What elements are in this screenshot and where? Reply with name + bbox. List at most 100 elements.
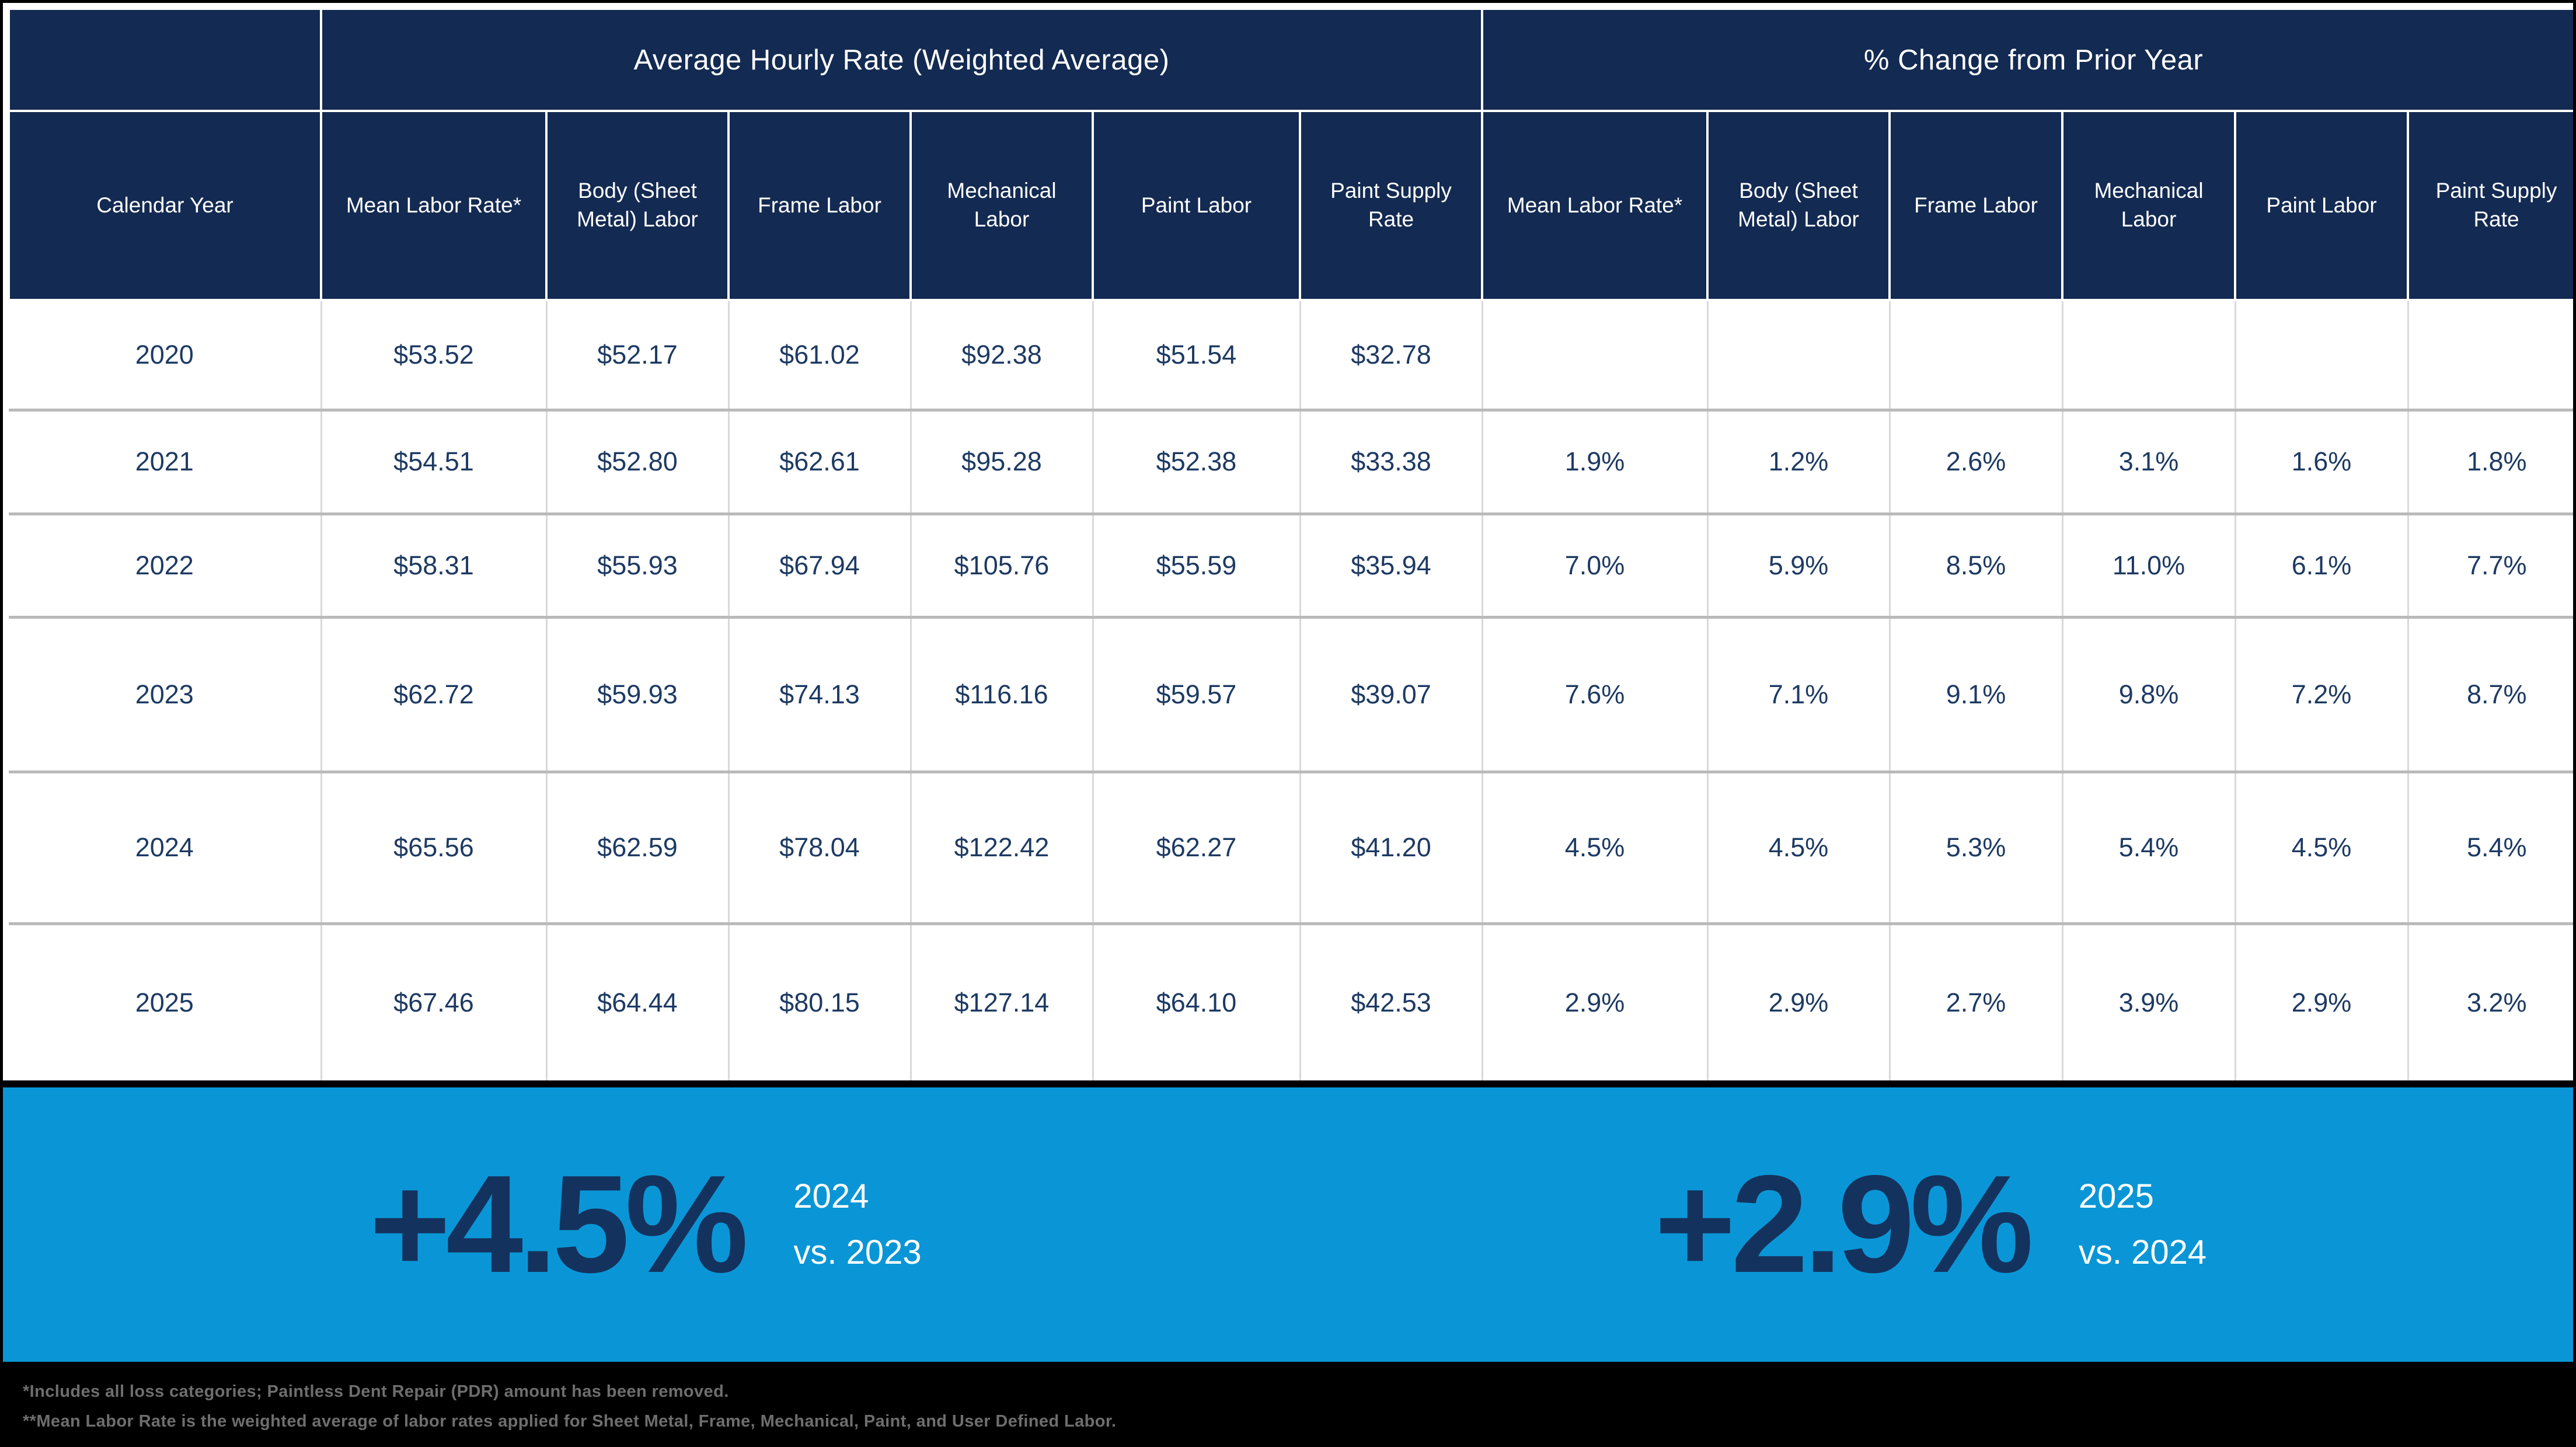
footnote-1: *Includes all loss categories; Paintless… bbox=[23, 1382, 729, 1401]
column-header: Mechanical Labor bbox=[909, 110, 1094, 301]
rate-cell: $52.80 bbox=[546, 410, 730, 515]
rate-cell: $52.38 bbox=[1093, 410, 1301, 515]
rate-cell: $55.93 bbox=[546, 514, 730, 619]
year-cell: 2022 bbox=[9, 514, 322, 619]
year-cell: 2023 bbox=[9, 617, 322, 773]
rate-cell: $59.93 bbox=[546, 617, 730, 773]
change-cell: 7.7% bbox=[2408, 514, 2573, 619]
column-header: Frame Labor bbox=[1888, 110, 2064, 301]
table-row: 2025 $67.46 $64.44 $80.15 $127.14 $64.10 $42.5… bbox=[9, 923, 2573, 1080]
change-cell: 7.1% bbox=[1707, 617, 1891, 773]
rate-cell: $62.27 bbox=[1093, 772, 1301, 925]
table-row: 2024 $65.56 $62.59 $78.04 $122.42 $62.27 $41.2… bbox=[9, 772, 2573, 925]
change-cell: 1.8% bbox=[2408, 410, 2573, 515]
rate-cell: $67.46 bbox=[321, 923, 548, 1080]
rate-cell: $62.61 bbox=[728, 410, 912, 515]
column-header: Paint Supply Rate bbox=[2407, 110, 2573, 301]
highlight-value: +2.9% bbox=[1654, 1147, 2033, 1302]
change-cell: 7.0% bbox=[1482, 514, 1709, 619]
table-area: Average Hourly Rate (Weighted Average)% … bbox=[3, 3, 2573, 1080]
footnote-2: **Mean Labor Rate is the weighted averag… bbox=[23, 1411, 1117, 1431]
highlight-band: +4.5% 2024 vs. 2023 +2.9% 2025 vs. 2024 bbox=[3, 1087, 2573, 1362]
rate-cell: $55.59 bbox=[1093, 514, 1301, 619]
change-cell: 7.2% bbox=[2235, 617, 2409, 773]
change-cell: 3.1% bbox=[2062, 410, 2236, 515]
change-cell: 5.3% bbox=[1890, 772, 2063, 925]
change-cell bbox=[1707, 300, 1891, 412]
rate-cell: $52.17 bbox=[546, 300, 730, 412]
group-header: Average Hourly Rate (Weighted Average) bbox=[319, 8, 1484, 112]
rate-cell: $41.20 bbox=[1300, 772, 1483, 925]
rate-cell: $39.07 bbox=[1300, 617, 1483, 773]
rate-cell: $78.04 bbox=[728, 772, 912, 925]
rate-cell: $61.02 bbox=[728, 300, 912, 412]
column-header: Body (Sheet Metal) Labor bbox=[1706, 110, 1891, 301]
column-header: Mean Labor Rate* bbox=[320, 110, 548, 301]
rate-cell: $122.42 bbox=[911, 772, 1094, 925]
table-row: 2023 $62.72 $59.93 $74.13 $116.16 $59.57 $39.0… bbox=[9, 617, 2573, 773]
highlight-vs: vs. 2023 bbox=[793, 1233, 922, 1271]
year-cell: 2020 bbox=[9, 300, 322, 412]
rate-cell: $64.44 bbox=[546, 923, 730, 1080]
change-cell: 5.4% bbox=[2408, 772, 2573, 925]
highlight-value: +4.5% bbox=[369, 1147, 748, 1302]
table-row: 2022 $58.31 $55.93 $67.94 $105.76 $55.59 $35.9… bbox=[9, 514, 2573, 619]
change-cell: 9.1% bbox=[1890, 617, 2063, 773]
rate-cell: $42.53 bbox=[1300, 923, 1483, 1080]
column-header: Frame Labor bbox=[727, 110, 912, 301]
column-header: Mean Labor Rate* bbox=[1481, 110, 1709, 301]
rate-cell: $80.15 bbox=[728, 923, 912, 1080]
corner-cell bbox=[8, 8, 322, 112]
rate-cell: $51.54 bbox=[1093, 300, 1301, 412]
change-cell bbox=[1482, 300, 1709, 412]
year-cell: 2025 bbox=[9, 923, 322, 1080]
table-row: 2020 $53.52 $52.17 $61.02 $92.38 $51.54 $32.78 bbox=[9, 300, 2573, 412]
highlight-2024-vs-2023: +4.5% 2024 vs. 2023 bbox=[3, 1087, 1288, 1362]
highlight-label: 2024 vs. 2023 bbox=[793, 1169, 921, 1280]
rate-cell: $53.52 bbox=[321, 300, 548, 412]
rate-cell: $65.56 bbox=[321, 772, 548, 925]
change-cell: 5.9% bbox=[1707, 514, 1891, 619]
footnotes: *Includes all loss categories; Paintless… bbox=[3, 1362, 2573, 1444]
rate-cell: $105.76 bbox=[911, 514, 1094, 619]
change-cell: 2.6% bbox=[1890, 410, 2063, 515]
change-cell: 11.0% bbox=[2062, 514, 2236, 619]
change-cell: 9.8% bbox=[2062, 617, 2236, 773]
rate-cell: $32.78 bbox=[1300, 300, 1483, 412]
rate-cell: $59.57 bbox=[1093, 617, 1301, 773]
rate-cell: $33.38 bbox=[1300, 410, 1483, 515]
change-cell: 5.4% bbox=[2062, 772, 2236, 925]
change-cell: 3.9% bbox=[2062, 923, 2236, 1080]
change-cell: 4.5% bbox=[1707, 772, 1891, 925]
highlight-label: 2025 vs. 2024 bbox=[2079, 1169, 2206, 1280]
change-cell: 4.5% bbox=[2235, 772, 2409, 925]
change-cell bbox=[2062, 300, 2236, 412]
divider bbox=[3, 1080, 2573, 1087]
change-cell: 2.9% bbox=[1707, 923, 1891, 1080]
rate-cell: $35.94 bbox=[1300, 514, 1483, 619]
rate-cell: $64.10 bbox=[1093, 923, 1301, 1080]
column-header: Paint Labor bbox=[2234, 110, 2410, 301]
table-row: 2021 $54.51 $52.80 $62.61 $95.28 $52.38 $33.38… bbox=[9, 410, 2573, 515]
change-cell bbox=[2235, 300, 2409, 412]
change-cell bbox=[1890, 300, 2063, 412]
column-header: Body (Sheet Metal) Labor bbox=[545, 110, 730, 301]
year-cell: 2021 bbox=[9, 410, 322, 515]
year-cell: 2024 bbox=[9, 772, 322, 925]
change-cell: 1.6% bbox=[2235, 410, 2409, 515]
rate-cell: $67.94 bbox=[728, 514, 912, 619]
group-header: % Change from Prior Year bbox=[1481, 8, 2573, 112]
highlight-vs: vs. 2024 bbox=[2078, 1233, 2207, 1271]
change-cell: 2.7% bbox=[1890, 923, 2063, 1080]
rate-cell: $62.59 bbox=[546, 772, 730, 925]
highlight-2025-vs-2024: +2.9% 2025 vs. 2024 bbox=[1288, 1087, 2574, 1362]
column-header: Paint Supply Rate bbox=[1298, 110, 1484, 301]
rate-cell: $58.31 bbox=[321, 514, 548, 619]
rate-cell: $95.28 bbox=[911, 410, 1094, 515]
rates-table: Average Hourly Rate (Weighted Average)% … bbox=[8, 8, 2573, 1080]
change-cell: 8.5% bbox=[1890, 514, 2063, 619]
change-cell: 8.7% bbox=[2408, 617, 2573, 773]
column-header: Mechanical Labor bbox=[2061, 110, 2237, 301]
change-cell: 6.1% bbox=[2235, 514, 2409, 619]
